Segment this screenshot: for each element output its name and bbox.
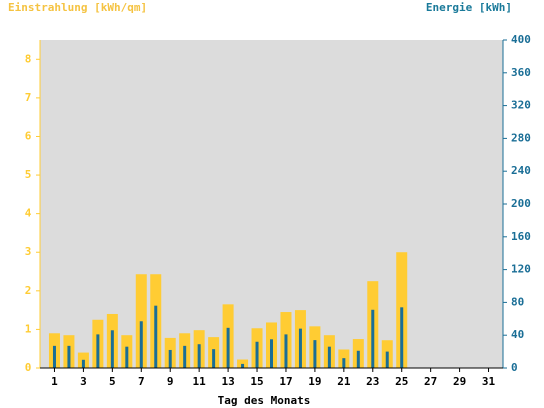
x-tick-label: 15 xyxy=(250,375,263,388)
y2-tick-label: 0 xyxy=(511,361,518,374)
energy-bar xyxy=(270,339,273,368)
energy-bar xyxy=(197,344,201,368)
y-tick-label: 5 xyxy=(25,168,32,181)
x-tick-label: 25 xyxy=(395,375,408,388)
x-tick-label: 13 xyxy=(221,375,234,388)
x-axis-label: Tag des Monats xyxy=(218,394,311,407)
energy-bar xyxy=(327,346,331,368)
x-tick-label: 27 xyxy=(424,375,437,388)
y-tick-label: 7 xyxy=(25,91,32,104)
y2-tick-label: 400 xyxy=(511,33,531,46)
plot-area xyxy=(40,40,503,368)
energy-bar xyxy=(298,328,302,368)
energy-bar xyxy=(81,359,85,368)
y2-tick-label: 40 xyxy=(511,328,524,341)
y-tick-label: 1 xyxy=(25,322,32,335)
x-tick-label: 3 xyxy=(80,375,87,388)
energy-bar xyxy=(284,334,288,368)
x-tick-label: 11 xyxy=(193,375,207,388)
y2-tick-label: 120 xyxy=(511,263,531,276)
energy-bar xyxy=(400,307,404,368)
y-tick-label: 0 xyxy=(25,361,32,374)
x-tick-label: 21 xyxy=(337,375,351,388)
x-tick-label: 5 xyxy=(109,375,116,388)
y2-tick-label: 320 xyxy=(511,99,531,112)
x-tick-label: 29 xyxy=(453,375,466,388)
x-tick-label: 9 xyxy=(167,375,174,388)
x-tick-label: 17 xyxy=(279,375,292,388)
energy-bar xyxy=(356,350,360,368)
y2-tick-label: 280 xyxy=(511,131,531,144)
y2-tick-label: 360 xyxy=(511,66,531,79)
y2-tick-label: 80 xyxy=(511,295,524,308)
energy-bar xyxy=(226,327,230,368)
energy-bar xyxy=(385,351,389,368)
energy-bar xyxy=(125,346,129,368)
y2-tick-label: 240 xyxy=(511,164,531,177)
y-tick-label: 8 xyxy=(25,52,32,65)
y2-axis-label: Energie [kWh] xyxy=(426,1,512,14)
x-tick-label: 7 xyxy=(138,375,145,388)
y-tick-label: 4 xyxy=(25,207,32,220)
energy-bar xyxy=(255,341,259,368)
y2-tick-label: 160 xyxy=(511,230,531,243)
energy-bar xyxy=(139,321,143,368)
energy-bar xyxy=(342,358,346,368)
energy-bar xyxy=(110,330,114,368)
irradiation-bar xyxy=(135,274,147,368)
x-tick-label: 19 xyxy=(308,375,321,388)
energy-bar xyxy=(154,305,158,368)
x-tick-label: 1 xyxy=(51,375,58,388)
x-tick-label: 23 xyxy=(366,375,379,388)
energy-bar xyxy=(96,334,100,368)
energy-bar xyxy=(313,340,317,368)
energy-bar xyxy=(183,345,187,368)
energy-bar xyxy=(212,349,216,368)
y-tick-label: 6 xyxy=(25,129,32,142)
energy-bar xyxy=(52,345,56,368)
irradiation-bar xyxy=(237,359,249,368)
y-tick-label: 3 xyxy=(25,245,32,258)
y2-tick-label: 200 xyxy=(511,197,531,210)
y-axis-label: Einstrahlung [kWh/qm] xyxy=(8,1,147,14)
energy-bar xyxy=(371,309,375,368)
energy-bar xyxy=(67,345,71,368)
y-tick-label: 2 xyxy=(25,284,32,297)
x-tick-label: 31 xyxy=(482,375,496,388)
energy-bar xyxy=(241,363,245,368)
energy-bar xyxy=(168,349,172,368)
